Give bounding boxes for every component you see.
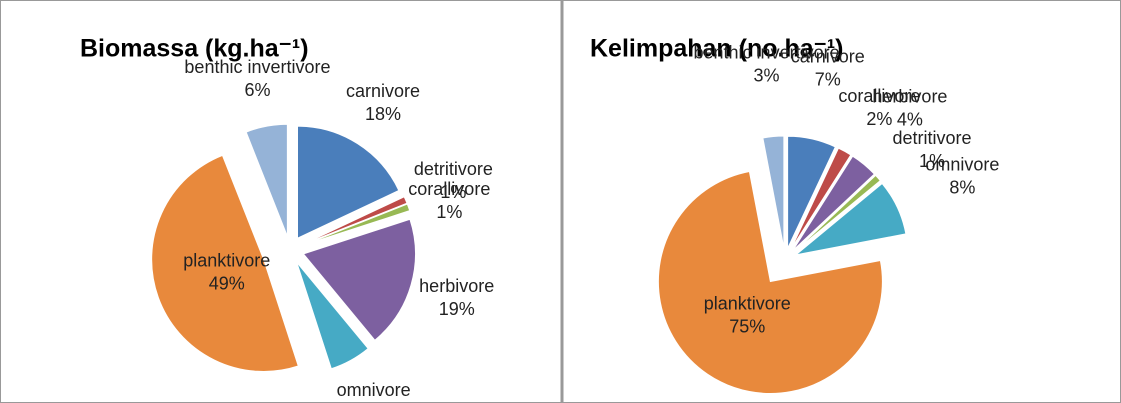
pie-slice — [657, 170, 883, 394]
slice-value-label: 18% — [365, 104, 401, 124]
slice-value-label: 3% — [754, 66, 780, 86]
slice-value-label: 75% — [729, 316, 765, 336]
pie-slice — [793, 174, 882, 253]
slice-category-label: herbivore — [419, 276, 494, 296]
slice-category-label: planktivore — [183, 251, 270, 271]
slice-value-label: 4% — [897, 110, 923, 130]
pie-slice — [792, 155, 876, 252]
pie-slice — [302, 196, 408, 245]
slice-category-label: corallivore — [838, 86, 920, 106]
slice-value-label: 49% — [209, 274, 245, 294]
pie-slice — [302, 203, 411, 246]
slice-value-label: 2% — [866, 109, 892, 129]
slice-value-label: 7% — [815, 69, 841, 89]
slice-category-label: detritivore — [893, 128, 972, 148]
slice-category-label: benthic invertivore — [184, 57, 330, 77]
pie-slice — [297, 125, 400, 239]
slice-category-label: carnivore — [791, 46, 865, 66]
slice-value-label: 8% — [949, 177, 975, 197]
pie-slice — [787, 135, 836, 249]
slice-value-label: 19% — [439, 299, 475, 319]
slice-value-label: 1% — [919, 151, 945, 171]
pie-slice — [762, 135, 785, 249]
slice-category-label: herbivore — [872, 87, 947, 107]
pie-slice — [790, 147, 852, 250]
slice-value-label: 1% — [440, 182, 466, 202]
slice-category-label: omnivore — [337, 380, 411, 400]
slice-value-label: 1% — [436, 202, 462, 222]
slice-value-label: 6% — [244, 80, 270, 100]
pie-slice — [296, 261, 369, 370]
slice-category-label: carnivore — [346, 81, 420, 101]
chart-title: Kelimpahan (no.ha⁻¹) — [590, 35, 843, 63]
chart-title: Biomassa (kg.ha⁻¹) — [80, 35, 309, 63]
pie-slice — [795, 182, 907, 256]
slice-category-label: detritivore — [414, 159, 493, 179]
slice-category-label: corallivore — [408, 179, 490, 199]
slice-category-label: benthic invertivore — [694, 43, 840, 63]
slice-category-label: planktivore — [704, 293, 791, 313]
slice-category-label: omnivore — [925, 154, 999, 174]
pie-slice — [245, 123, 288, 237]
pie-slice — [151, 154, 299, 372]
pie-slice — [302, 218, 416, 341]
